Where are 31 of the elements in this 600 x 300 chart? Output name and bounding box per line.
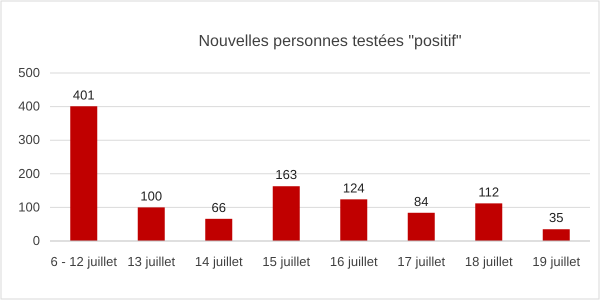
bar [340, 199, 368, 241]
data-label: 112 [478, 184, 500, 200]
y-tick-label: 200 [18, 166, 40, 181]
chart-title: Nouvelles personnes testées "positif" [198, 33, 462, 50]
x-tick-label: 16 juillet [330, 254, 378, 269]
y-tick-label: 0 [32, 233, 40, 248]
bar [205, 218, 232, 241]
bar [138, 207, 165, 241]
x-tick-label: 13 juillet [127, 254, 176, 269]
x-tick-label: 15 juillet [262, 254, 310, 269]
y-tick-label: 500 [18, 65, 40, 80]
data-label: 66 [212, 200, 226, 215]
data-label: 401 [72, 87, 95, 102]
data-label: 35 [549, 210, 564, 226]
x-tick-label: 14 juillet [194, 254, 243, 269]
data-label: 124 [342, 180, 365, 196]
y-tick-label: 300 [18, 132, 40, 148]
bar [475, 203, 502, 241]
bar [408, 212, 435, 241]
x-tick-label: 18 juillet [464, 254, 513, 269]
x-tick-label: 17 juillet [397, 254, 446, 269]
y-tick-label: 400 [18, 98, 40, 114]
y-tick-label: 100 [18, 199, 40, 214]
x-tick-label: 19 juillet [532, 254, 580, 269]
data-label: 163 [275, 167, 298, 182]
bar [70, 106, 98, 241]
bar [542, 229, 570, 241]
bar [272, 186, 300, 241]
x-tick-label: 6 - 12 juillet [50, 254, 118, 269]
data-label: 84 [414, 194, 428, 209]
data-label: 100 [140, 188, 162, 204]
